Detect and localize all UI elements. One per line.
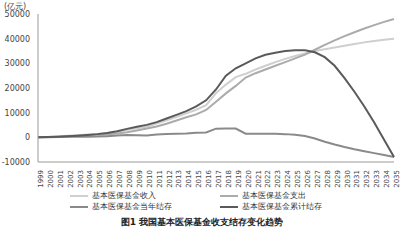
svg-text:-10000: -10000 (8, 158, 30, 167)
html-text:图1 我国基本医保基金收支结存变化趋势: 图1 我国基本医保基金收支结存变化趋势 (120, 217, 284, 227)
svg-text:2008: 2008 (126, 170, 134, 188)
svg-text:2005: 2005 (96, 170, 104, 188)
svg-text:2027: 2027 (314, 170, 322, 188)
svg-text:2032: 2032 (363, 170, 371, 188)
svg-text:2023: 2023 (274, 170, 282, 188)
svg-text:2028: 2028 (324, 170, 332, 188)
svg-text:50000: 50000 (8, 10, 30, 19)
svg-text:2018: 2018 (225, 170, 233, 188)
svg-text:2009: 2009 (136, 170, 144, 188)
svg-text:2007: 2007 (116, 170, 124, 188)
svg-text:2029: 2029 (334, 170, 342, 188)
svg-text:2017: 2017 (215, 170, 223, 188)
html-text:基本医保基金累计结存: 基本医保基金累计结存 (242, 202, 322, 211)
svg-text:10000: 10000 (8, 109, 30, 118)
html-text:基本医保基金当年结存: 基本医保基金当年结存 (92, 202, 172, 211)
svg-text:0: 0 (25, 133, 30, 142)
svg-text:2034: 2034 (383, 169, 391, 187)
svg-text:2035: 2035 (393, 170, 396, 188)
svg-text:2021: 2021 (255, 170, 263, 188)
svg-text:2001: 2001 (57, 170, 65, 188)
svg-text:2004: 2004 (86, 169, 94, 187)
svg-text:2020: 2020 (245, 170, 253, 188)
svg-text:2033: 2033 (373, 170, 381, 188)
html-text:(亿元): (亿元) (4, 2, 27, 11)
svg-text:2002: 2002 (67, 170, 75, 188)
svg-text:2014: 2014 (185, 169, 193, 187)
html-text:基本医保基金支出: 基本医保基金支出 (242, 191, 306, 200)
svg-text:2031: 2031 (353, 170, 361, 188)
svg-text:2000: 2000 (47, 170, 55, 188)
svg-text:20000: 20000 (8, 84, 30, 93)
svg-text:30000: 30000 (8, 59, 30, 68)
svg-text:2019: 2019 (235, 170, 243, 188)
svg-text:2003: 2003 (77, 170, 85, 188)
svg-text:40000: 40000 (8, 35, 30, 44)
svg-text:2006: 2006 (106, 169, 114, 187)
svg-text:2022: 2022 (264, 170, 272, 188)
svg-text:2026: 2026 (304, 169, 312, 187)
svg-text:1999: 1999 (37, 170, 45, 188)
svg-text:2030: 2030 (344, 170, 352, 188)
svg-text:2016: 2016 (205, 169, 213, 187)
html-text:基本医保基金收入: 基本医保基金收入 (92, 191, 156, 200)
svg-text:2011: 2011 (156, 170, 164, 188)
svg-text:2010: 2010 (146, 170, 154, 188)
svg-text:2024: 2024 (284, 169, 292, 187)
svg-text:2012: 2012 (166, 170, 174, 188)
svg-text:2025: 2025 (294, 170, 302, 188)
svg-text:2015: 2015 (195, 170, 203, 188)
svg-text:2013: 2013 (175, 170, 183, 188)
